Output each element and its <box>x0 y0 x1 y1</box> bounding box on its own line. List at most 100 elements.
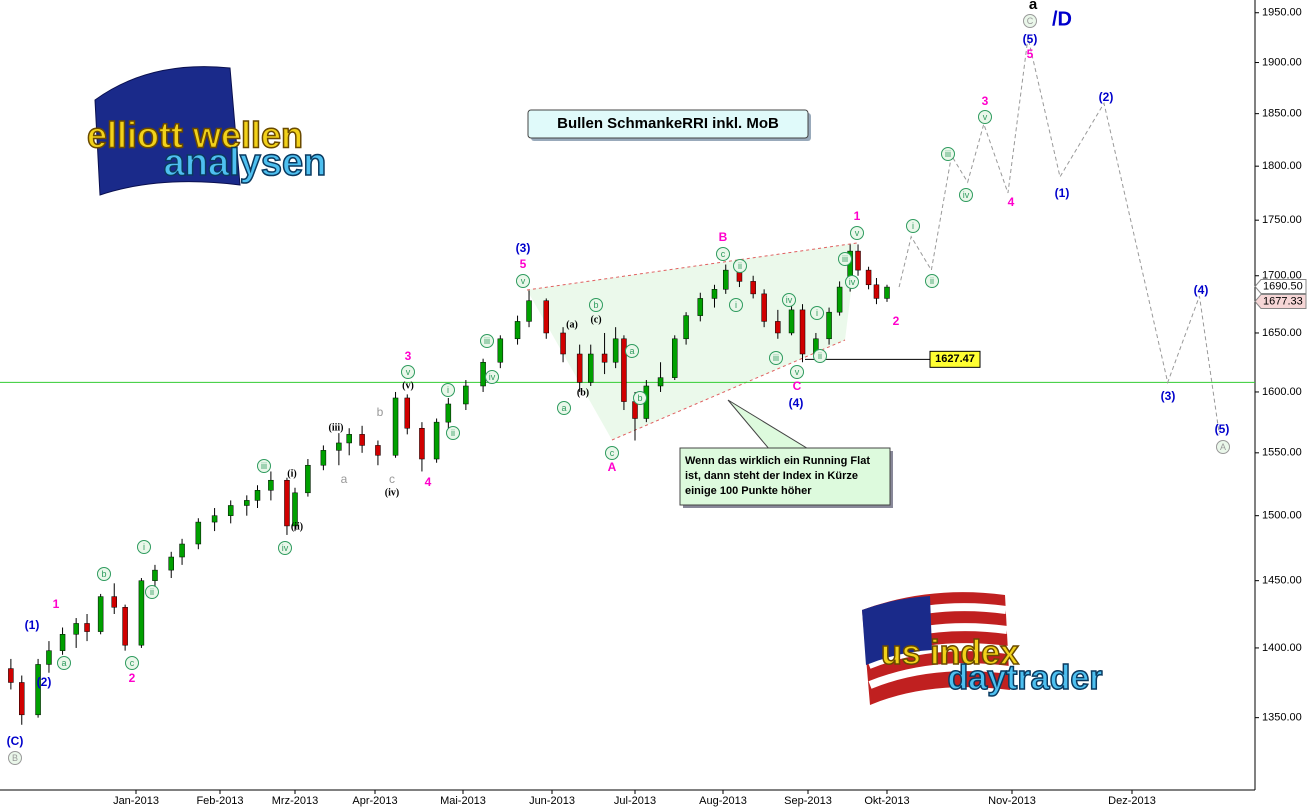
candle-body <box>8 668 14 683</box>
note-text: Wenn das wirklich ein Running Flat <box>685 455 870 467</box>
wave-circle <box>137 540 151 554</box>
wave-circle <box>782 293 796 307</box>
candle-body <box>761 293 767 322</box>
candle-body <box>560 332 566 355</box>
wave-label: iv <box>786 295 793 305</box>
wave-label: (a) <box>566 319 578 330</box>
wave-label: (1) <box>1055 186 1070 200</box>
wave-label: A <box>608 460 617 474</box>
candle-body <box>35 664 41 716</box>
candle-body <box>514 321 521 340</box>
wave-circle <box>769 351 783 365</box>
x-tick-label: Apr-2013 <box>352 795 397 807</box>
y-tick-label: 1800.00 <box>1262 160 1302 172</box>
candle-body <box>152 569 158 581</box>
y-tick-label: 1750.00 <box>1262 214 1302 226</box>
wave-circle <box>845 275 859 289</box>
candle-body <box>697 298 704 316</box>
wave-label: (5) <box>1023 32 1038 46</box>
wave-label: (2) <box>37 675 52 689</box>
y-tick-label: 1700.00 <box>1262 270 1302 282</box>
candle-body <box>73 623 79 635</box>
wave-circle <box>925 274 939 288</box>
candle-body <box>855 250 861 271</box>
candle-body <box>836 286 843 313</box>
candle-body <box>320 450 327 466</box>
logo-text: analysen <box>164 142 327 184</box>
wave-label: C <box>793 379 802 393</box>
candle-body <box>111 596 117 608</box>
wave-label: B <box>719 230 728 244</box>
wave-label: b <box>101 569 106 579</box>
channel-line <box>611 339 846 441</box>
wave-label: v <box>855 228 860 238</box>
candle-body <box>419 427 425 460</box>
wave-circle <box>125 656 139 670</box>
candle-body <box>526 300 532 322</box>
logo-flag <box>94 66 241 196</box>
wave-circle <box>625 344 639 358</box>
candle-body <box>168 556 174 571</box>
channel-area <box>527 243 857 440</box>
candle-body <box>292 492 298 527</box>
x-tick-label: Dez-2013 <box>1108 795 1156 807</box>
wave-label: iii <box>484 336 490 346</box>
candle-body <box>601 353 608 363</box>
wave-circle <box>850 226 864 240</box>
wave-label: a <box>61 658 66 668</box>
y-tick-label: 1500.00 <box>1262 510 1302 522</box>
wave-label: (1) <box>25 618 40 632</box>
logo-stripes <box>864 603 1010 689</box>
degree-label: a <box>1029 0 1038 13</box>
wave-label: a <box>561 403 566 413</box>
logo-elliott: elliott wellen analysen <box>86 66 327 196</box>
wave-label: b <box>377 405 384 419</box>
x-tick-label: Mai-2013 <box>440 795 486 807</box>
wave-label: (4) <box>1194 283 1209 297</box>
wave-label: iv <box>489 372 496 382</box>
y-tick-label: 1900.00 <box>1262 56 1302 68</box>
wave-label: iii <box>945 149 951 159</box>
candle-body <box>211 515 218 523</box>
price-box <box>1254 278 1307 294</box>
candle-body <box>826 311 832 340</box>
candle-body <box>480 361 486 387</box>
wave-label: (c) <box>590 314 601 325</box>
x-tick-label: Aug-2013 <box>699 795 747 807</box>
candle-body <box>463 385 469 405</box>
note-text: ist, dann steht der Index in Kürze <box>685 470 858 482</box>
candle-body <box>711 289 718 299</box>
candle-body <box>346 434 352 444</box>
wave-circle <box>838 252 852 266</box>
wave-label: c <box>610 448 615 458</box>
chart-title: Bullen SchmankeRRI inkl. MoB <box>557 115 779 132</box>
wave-circle <box>257 459 271 473</box>
wave-circle <box>401 365 415 379</box>
candle-body <box>873 284 880 299</box>
candle-body <box>59 634 66 651</box>
candle-body <box>433 421 440 460</box>
x-tick-label: Sep-2013 <box>784 795 832 807</box>
wave-circle <box>589 298 603 312</box>
candle-body <box>392 397 399 456</box>
wave-label: iv <box>963 190 970 200</box>
wave-label: c <box>389 472 395 486</box>
y-tick-label: 1650.00 <box>1262 327 1302 339</box>
logo-text: elliott wellen <box>87 115 303 156</box>
wave-label: iv <box>282 543 289 553</box>
timeframe-label: /D <box>1052 8 1072 30</box>
wave-label: i <box>447 385 449 395</box>
wave-circle <box>978 110 992 124</box>
candle-body <box>799 309 806 355</box>
wave-circle <box>8 751 22 765</box>
wave-label: ii <box>930 276 934 286</box>
wave-circle <box>516 274 530 288</box>
price-label: 1677.33 <box>1263 295 1303 307</box>
wave-label: 4 <box>1008 195 1015 209</box>
note-text: einige 100 Punkte höher <box>685 485 812 497</box>
wave-label: 2 <box>129 671 136 685</box>
logo-canton <box>862 596 932 665</box>
wave-circle <box>729 298 743 312</box>
wave-label: (5) <box>1215 422 1230 436</box>
wave-circle <box>480 334 494 348</box>
